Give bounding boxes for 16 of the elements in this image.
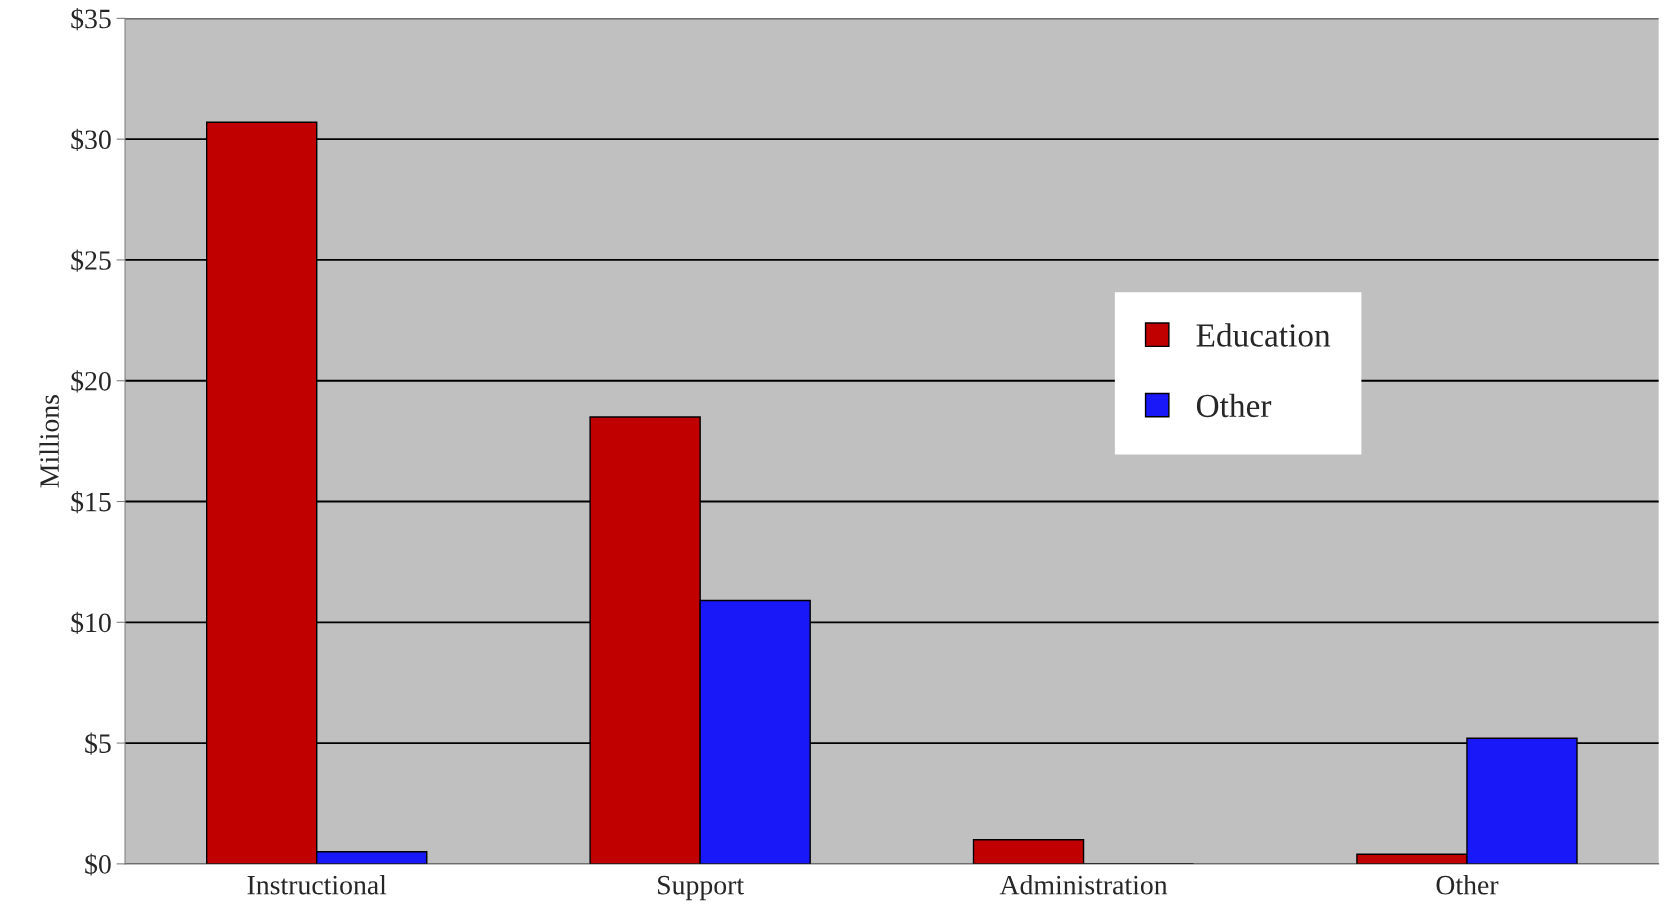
y-tick-label: $20 bbox=[71, 370, 111, 393]
x-tick-label: Administration bbox=[999, 874, 1168, 895]
y-tick-label: $5 bbox=[85, 732, 111, 755]
y-tick-label: $10 bbox=[71, 611, 111, 635]
bar bbox=[972, 839, 1085, 864]
y-tick-label: $0 bbox=[85, 853, 111, 876]
legend-label: Other bbox=[1196, 393, 1272, 418]
x-tick-label: Other bbox=[1436, 874, 1499, 895]
x-tick-label: Support bbox=[658, 875, 744, 901]
y-tick-label: $15 bbox=[71, 491, 111, 514]
y-tick-label: $30 bbox=[71, 128, 111, 151]
y-tick-label: $35 bbox=[71, 7, 111, 31]
x-tick-label: Instructional bbox=[247, 874, 387, 895]
y-axis-title: Millions bbox=[39, 395, 59, 488]
y-tick-label: $25 bbox=[71, 249, 111, 272]
legend-label: Education bbox=[1196, 323, 1331, 347]
